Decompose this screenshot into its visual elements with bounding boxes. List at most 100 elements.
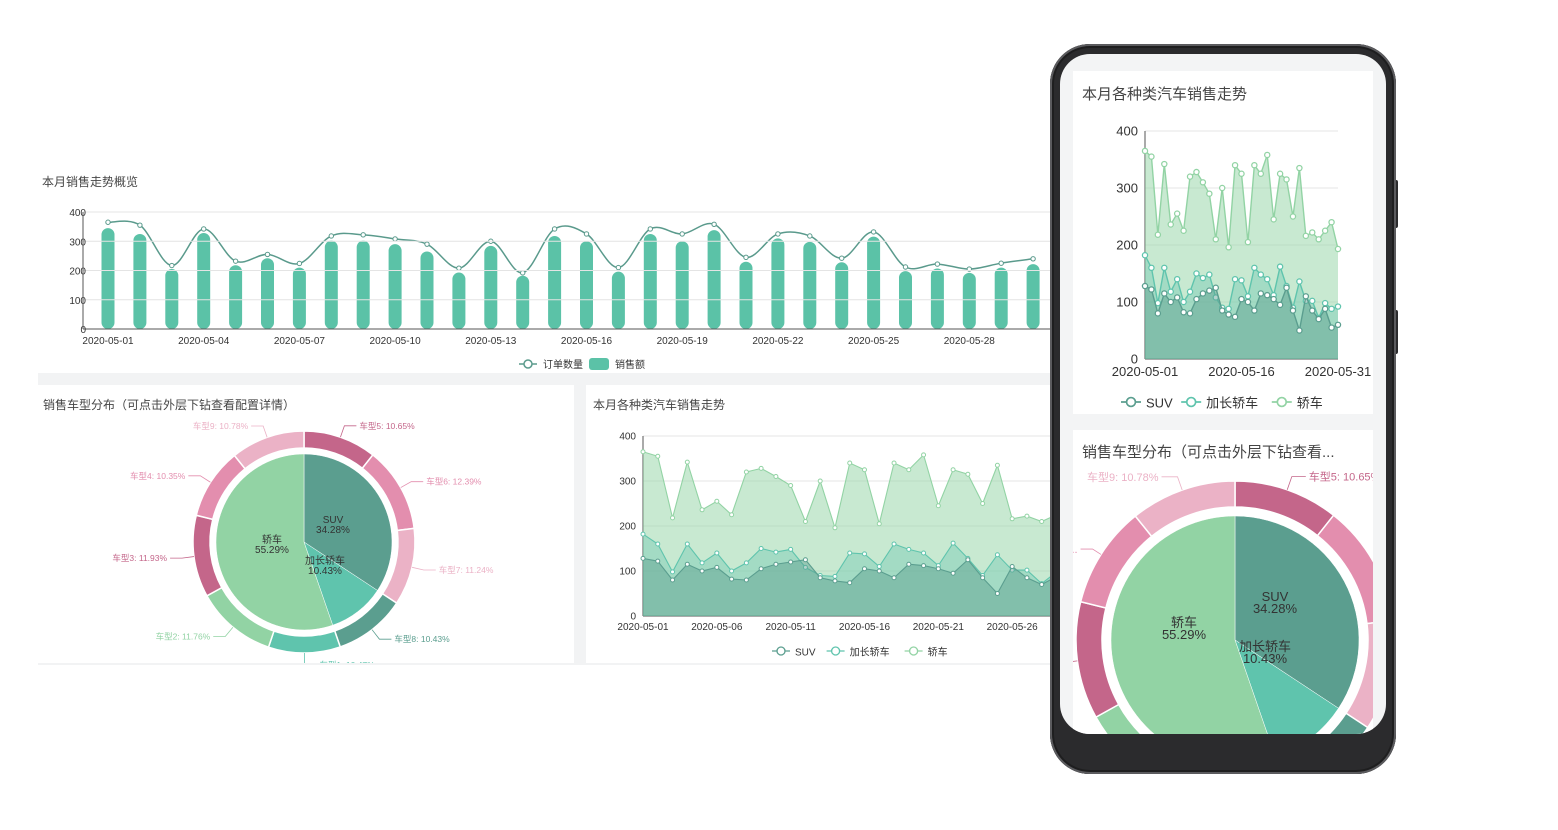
area-point <box>921 452 927 458</box>
area-point <box>935 566 941 572</box>
overview-orders-point <box>328 233 334 239</box>
donut-outer-label: 车型1: 10.47% <box>319 660 375 663</box>
phone-area-legend-label: SUV <box>1146 395 1173 410</box>
overview-orders-point <box>264 251 271 258</box>
area-legend-label: SUV <box>795 647 816 658</box>
phone-area-point <box>1264 275 1271 283</box>
phone-area-point <box>1180 227 1187 234</box>
phone-area-point <box>1218 307 1226 314</box>
donut-leader <box>170 556 195 559</box>
overview-bar <box>675 241 689 329</box>
phone-area-point <box>1257 271 1265 278</box>
donut-outer-label: 车型9: 10.78% <box>193 421 249 431</box>
area-point <box>847 580 853 586</box>
donut-leader <box>411 566 436 571</box>
area-legend-label: 轿车 <box>928 645 948 658</box>
donut-title: 销售车型分布（可点击外层下钻查看配置详情） <box>43 398 296 412</box>
phone-area-point <box>1296 164 1303 172</box>
donut-outer-label: 车型2: 11.76% <box>156 631 211 641</box>
phone-area-point <box>1154 231 1162 238</box>
phone-donut-inner-label: 轿车 <box>1171 615 1197 630</box>
phone-area-point <box>1148 264 1155 272</box>
area-point <box>743 577 749 583</box>
area-point <box>1024 513 1030 519</box>
donut-outer-label: 车型7: 11.24% <box>439 565 494 575</box>
overview-bar <box>324 240 338 329</box>
phone-area-ytick: 100 <box>1116 294 1138 309</box>
overview-orders-point <box>169 262 175 269</box>
area-point <box>684 541 690 547</box>
overview-bar <box>133 233 147 329</box>
area-point <box>950 570 956 576</box>
area-point <box>802 519 808 524</box>
phone-area-point <box>1225 305 1232 313</box>
donut-leader <box>188 475 211 483</box>
area-point <box>714 498 720 504</box>
area-legend-label: 加长轿车 <box>850 645 890 658</box>
area-point <box>1039 519 1045 524</box>
area-point <box>802 564 808 570</box>
area-ytick: 300 <box>619 476 636 487</box>
area-xtick: 2020-05-11 <box>765 622 816 633</box>
area-point <box>729 576 735 582</box>
area-point <box>640 531 646 537</box>
phone-area-point <box>1154 310 1162 317</box>
phone-area-point <box>1251 161 1258 169</box>
area-point <box>802 557 808 563</box>
overview-bar <box>867 236 881 329</box>
model-distribution-panel: 销售车型分布（可点击外层下钻查看配置详情） 车型5: 10.65% 车型6: 12… <box>38 385 574 663</box>
phone-area-point <box>1328 324 1335 331</box>
area-point <box>655 558 661 564</box>
phone-area-plot <box>1141 147 1342 359</box>
phone-area-point <box>1276 263 1284 270</box>
overview-bar <box>835 262 849 329</box>
overview-orders-point <box>201 226 207 232</box>
area-point <box>950 467 956 473</box>
overview-bar <box>420 251 434 329</box>
overview-orders-line <box>107 220 1034 274</box>
overview-orders-point <box>232 258 239 264</box>
phone-area-ytick: 200 <box>1116 237 1138 252</box>
donut-leader <box>340 425 357 438</box>
overview-orders-point <box>360 232 366 238</box>
area-xtick: 2020-05-06 <box>691 622 743 633</box>
phone-area-chart: 0 100 200 300 400 2020-05-01 2020-05-16 2020-05… <box>1112 123 1372 410</box>
donut-leader <box>251 425 268 438</box>
overview-orders-point <box>392 236 398 242</box>
phone-area-point <box>1206 271 1213 278</box>
overview-bar <box>643 233 657 329</box>
phone-area-point <box>1276 301 1284 309</box>
area-point <box>670 577 676 583</box>
phone-area-point <box>1283 176 1290 183</box>
sales-overview-panel: 本月销售走势概览 0 100 200 300 400 2020-05-01 2020-05-… <box>38 160 1068 373</box>
phone-donut-outer-slice <box>1316 514 1373 625</box>
area-point <box>832 578 838 584</box>
area-point <box>1024 575 1030 581</box>
area-point <box>714 550 720 556</box>
area-point <box>832 573 838 579</box>
area-point <box>994 462 1000 468</box>
phone-area-panel: 本月各种类汽车销售走势 0 100 200 300 400 2020-05-01 2020-… <box>1073 71 1373 414</box>
legend-sales-swatch <box>589 358 609 370</box>
area-point <box>640 555 646 561</box>
phone-area-point <box>1244 298 1252 306</box>
overview-xtick: 2020-05-22 <box>752 336 804 347</box>
phone-area-point <box>1148 286 1155 293</box>
overview-orders-point <box>807 233 813 239</box>
area-point <box>684 561 690 567</box>
overview-xtick: 2020-05-19 <box>657 336 709 347</box>
overview-ytick: 200 <box>69 267 86 278</box>
area-point <box>906 546 912 552</box>
donut-outer-label: 车型4: 10.35% <box>130 471 186 481</box>
phone-area-point <box>1186 310 1194 317</box>
overview-bar <box>580 241 593 329</box>
phone-area-point <box>1315 315 1322 323</box>
area-point <box>773 549 779 555</box>
overview-xtick: 2020-05-01 <box>82 336 134 347</box>
area-point <box>847 460 853 466</box>
area-ytick: 100 <box>619 566 636 577</box>
phone-area-point <box>1167 288 1174 295</box>
area-point <box>1009 564 1015 569</box>
phone-area-point <box>1289 213 1297 220</box>
area-point <box>832 525 838 531</box>
